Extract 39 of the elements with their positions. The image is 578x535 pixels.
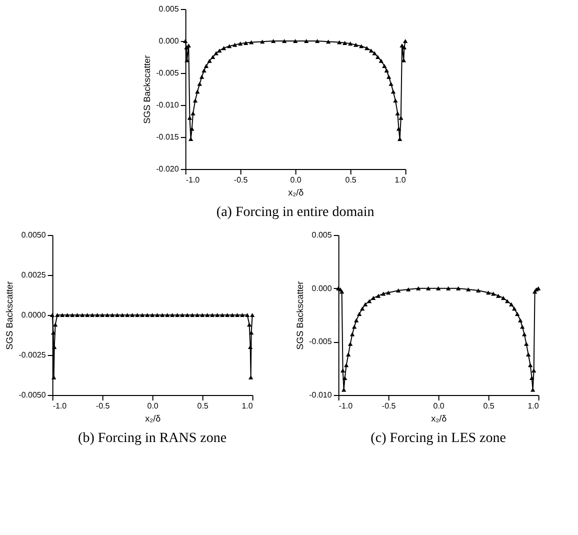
- x-tick-label: 0.5: [197, 402, 209, 410]
- x-tick-label: -0.5: [96, 402, 110, 410]
- x-axis-title: x₂/δ: [145, 414, 161, 424]
- x-axis-title: x₂/δ: [288, 188, 304, 198]
- x-tick-label: -1.0: [52, 402, 68, 410]
- y-tick-label: -0.020: [156, 164, 180, 174]
- y-tick-label: -0.010: [156, 100, 180, 110]
- y-tick-label: -0.010: [309, 390, 332, 400]
- y-tick-label: 0.005: [312, 230, 332, 240]
- x-tick-label: -0.5: [382, 402, 396, 410]
- x-tick-label: 0.0: [433, 402, 445, 410]
- y-tick-label: -0.0050: [18, 390, 46, 400]
- y-tick-label: -0.005: [156, 68, 180, 78]
- x-tick-label: 1.0: [242, 402, 254, 410]
- y-tick-label: 0.0050: [21, 230, 46, 240]
- y-tick-label: -0.005: [309, 337, 332, 346]
- x-tick-label: 0.0: [290, 176, 302, 184]
- y-tick-label: 0.005: [158, 4, 180, 14]
- x-tick-label: -1.0: [186, 176, 200, 184]
- x-tick-label: 1.0: [394, 176, 406, 184]
- x-axis-title: x₂/δ: [431, 414, 447, 424]
- y-tick-label: -0.015: [156, 132, 180, 142]
- text: (c) Forcing in LES zone: [370, 431, 506, 446]
- x-tick-label: -0.5: [234, 176, 248, 184]
- y-axis-title: SGS Backscatter: [295, 281, 306, 350]
- y-tick-label: 0.000: [312, 284, 332, 293]
- y-tick-label: -0.0025: [18, 350, 46, 360]
- x-tick-label: 0.5: [345, 176, 357, 184]
- x-tick-label: 0.0: [147, 402, 159, 410]
- x-tick-label: 0.5: [483, 402, 495, 410]
- x-tick-label: -1.0: [338, 402, 354, 410]
- y-tick-label: 0.000: [158, 36, 180, 46]
- y-tick-label: 0.0000: [21, 310, 46, 320]
- x-tick-label: 1.0: [528, 402, 540, 410]
- y-axis-title: SGS Backscatter: [142, 55, 152, 124]
- text: (b) Forcing in RANS zone: [78, 431, 227, 446]
- text: (a) Forcing in entire domain: [216, 205, 374, 220]
- y-axis-title: SGS Backscatter: [4, 281, 15, 350]
- y-tick-label: 0.0025: [21, 270, 46, 280]
